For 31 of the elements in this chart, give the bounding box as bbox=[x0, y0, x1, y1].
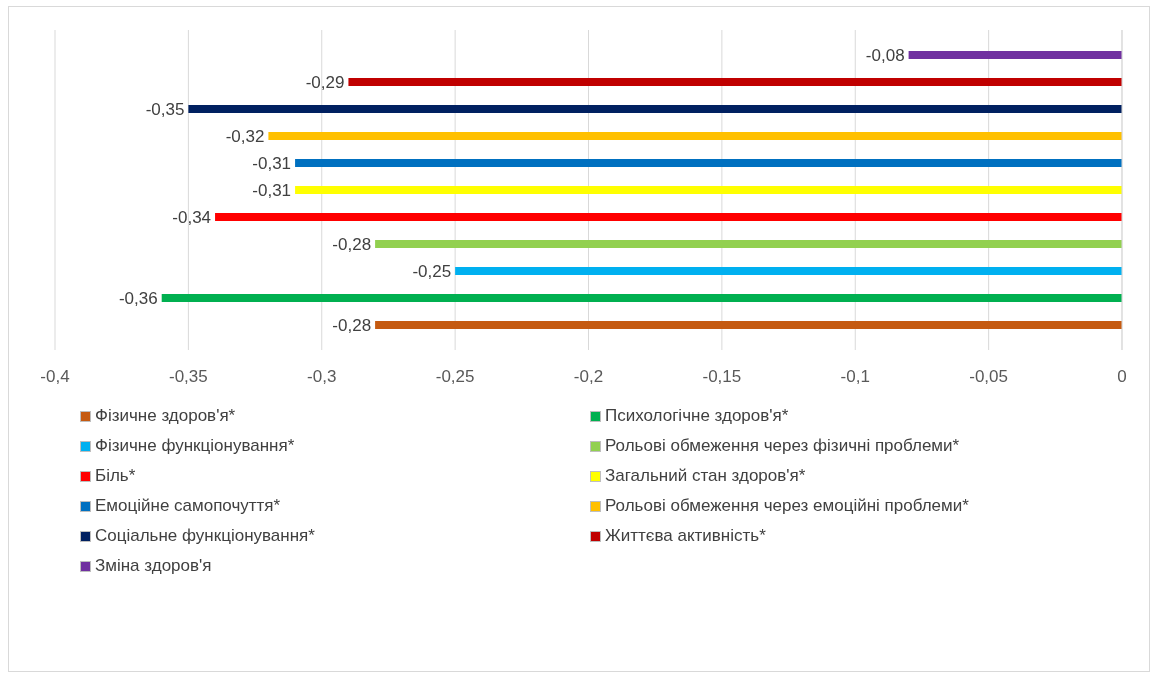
legend-label: Рольові обмеження через емоційні проблеми* bbox=[605, 496, 969, 516]
x-tick-label: -0,4 bbox=[40, 367, 70, 387]
legend-label: Зміна здоров'я bbox=[95, 556, 212, 576]
legend-label: Психологічне здоров'я* bbox=[605, 406, 789, 426]
data-label: -0,28 bbox=[332, 234, 372, 254]
legend-label: Соціальне функціонування* bbox=[95, 526, 315, 546]
x-tick-label: -0,15 bbox=[702, 367, 742, 387]
data-label: -0,35 bbox=[145, 99, 185, 119]
legend-label: Рольові обмеження через фізичні проблеми* bbox=[605, 436, 960, 456]
x-tick-label: -0,3 bbox=[307, 367, 337, 387]
x-tick-label: -0,2 bbox=[573, 367, 604, 387]
data-label: -0,31 bbox=[252, 180, 292, 200]
legend-label: Фізичне здоров'я* bbox=[95, 406, 236, 426]
x-tick-label: -0,25 bbox=[435, 367, 475, 387]
data-label: -0,31 bbox=[252, 153, 292, 173]
x-tick-label: -0,05 bbox=[969, 367, 1008, 387]
x-tick-label: -0,35 bbox=[169, 367, 208, 387]
legend-label: Емоційне самопочуття* bbox=[95, 496, 281, 516]
legend-label: Загальний стан здоров'я* bbox=[605, 466, 806, 486]
data-label: -0,08 bbox=[865, 45, 905, 65]
x-tick-label: 0 bbox=[1117, 367, 1127, 387]
legend-label: Фізичне функціонування* bbox=[95, 436, 295, 456]
legend-label: Життєва активність* bbox=[605, 526, 766, 546]
data-label: -0,28 bbox=[332, 315, 372, 335]
data-label: -0,32 bbox=[225, 126, 265, 146]
legend-label: Біль* bbox=[95, 466, 136, 486]
x-tick-label: -0,1 bbox=[840, 367, 870, 387]
data-label: -0,34 bbox=[172, 207, 212, 227]
data-label: -0,29 bbox=[305, 72, 345, 92]
data-label: -0,25 bbox=[412, 261, 452, 281]
data-label: -0,36 bbox=[118, 288, 158, 308]
